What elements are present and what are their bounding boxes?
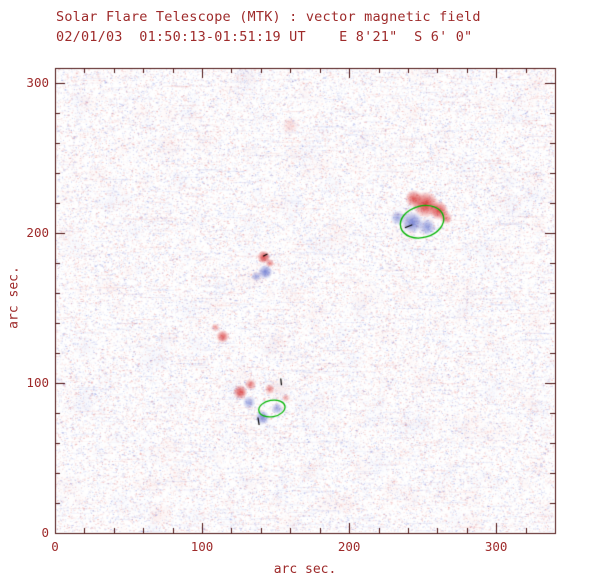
x-axis-label: arc sec. [273,562,337,577]
figure-title: Solar Flare Telescope (MTK) : vector mag… [56,9,481,25]
x-tick-label: 100 [190,539,214,554]
x-tick-label: 0 [51,539,59,554]
figure-subtitle: 02/01/03 01:50:13-01:51:19 UT E 8'21" S … [56,29,473,45]
x-tick-label: 200 [337,539,361,554]
y-tick-label: 300 [26,75,49,90]
y-tick-label: 0 [41,525,49,540]
y-axis-label: arc sec. [6,266,22,329]
y-tick-label: 100 [26,375,49,390]
y-tick-label: 200 [26,225,49,240]
x-tick-label: 300 [484,539,508,554]
